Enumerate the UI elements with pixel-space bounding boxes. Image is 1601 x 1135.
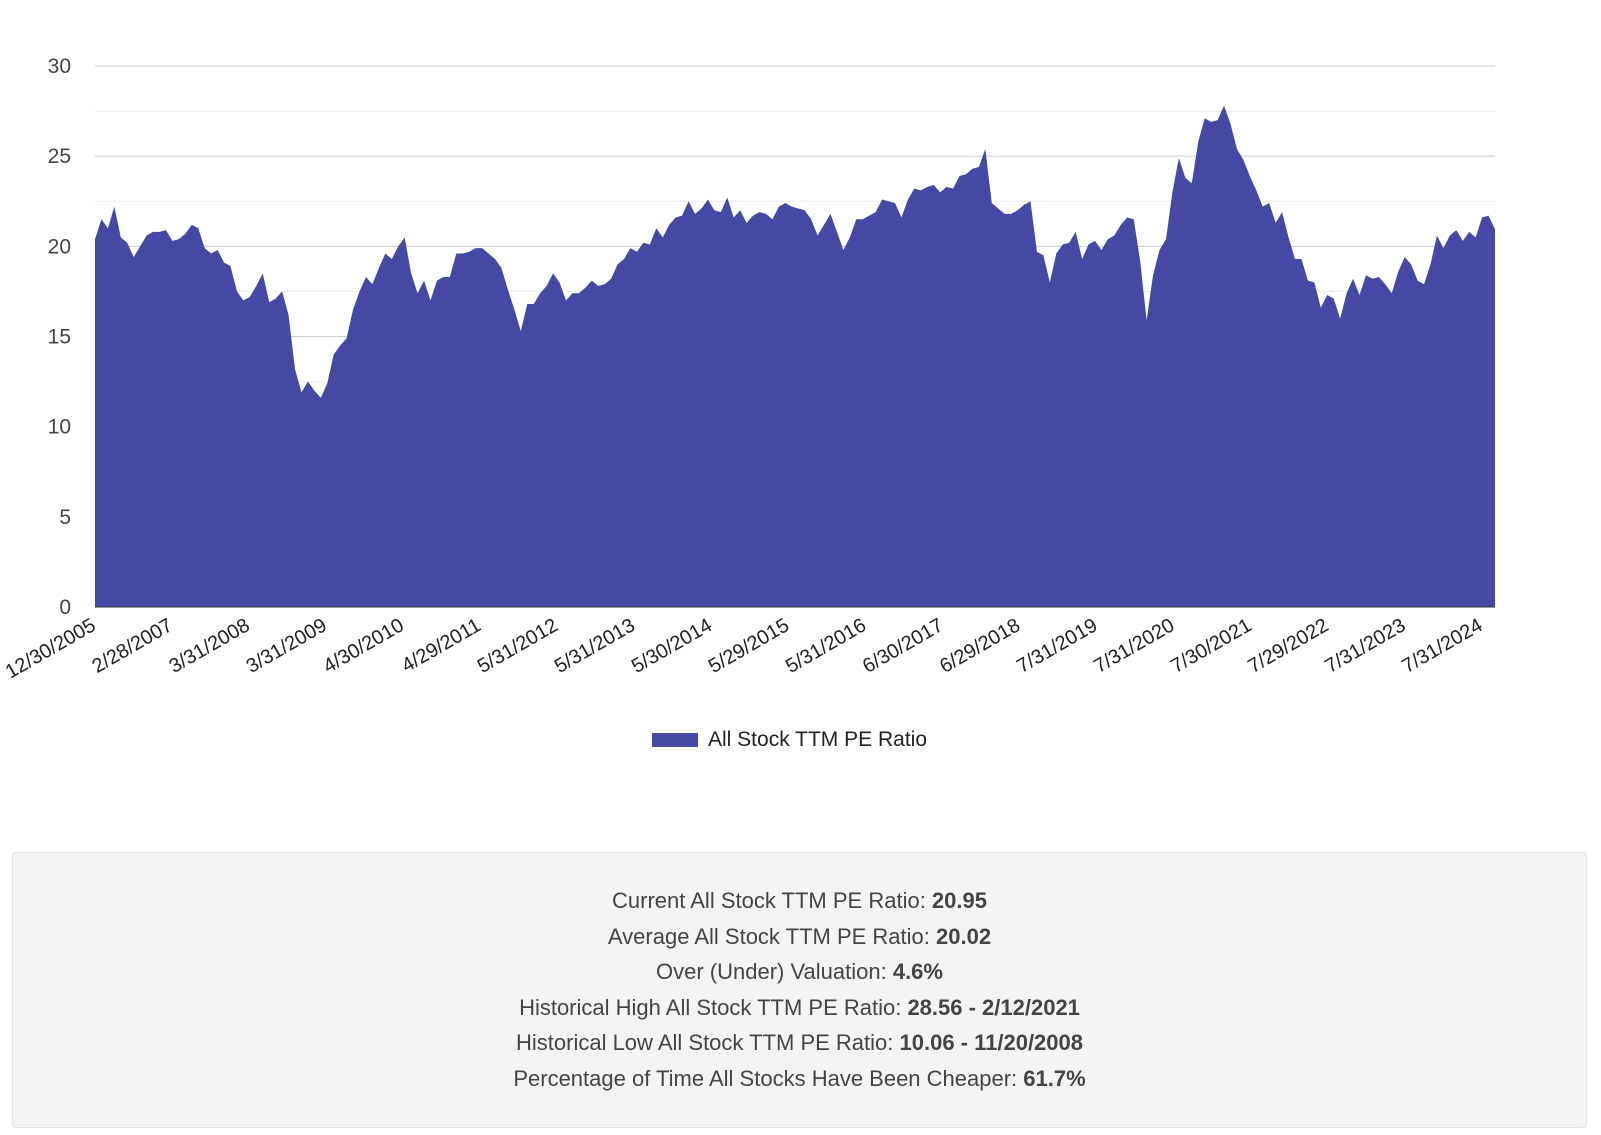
stat-current: Current All Stock TTM PE Ratio: 20.95 (612, 888, 987, 913)
y-tick-label: 0 (59, 596, 71, 619)
stat-historical-low: Historical Low All Stock TTM PE Ratio: 1… (516, 1030, 1083, 1055)
x-tick-label: 7/31/2023 (1321, 614, 1409, 678)
x-tick-label: 5/31/2013 (551, 614, 639, 678)
x-tick-label: 6/29/2018 (936, 614, 1024, 678)
pe-ratio-chart: 0 5 10 15 20 25 30 12/30/2005 2/28/2007 3/31/2008… (2, 55, 1495, 683)
x-tick-label: 7/29/2022 (1244, 614, 1332, 678)
y-tick-label: 10 (48, 416, 71, 439)
y-tick-label: 30 (48, 55, 71, 78)
x-tick-label: 4/30/2010 (320, 614, 408, 678)
x-tick-label: 12/30/2005 (2, 614, 100, 683)
stat-valuation: Over (Under) Valuation: 4.6% (656, 959, 943, 984)
y-tick-label: 25 (48, 145, 71, 168)
y-tick-label: 20 (48, 235, 71, 258)
x-tick-label: 5/30/2014 (628, 614, 716, 678)
x-tick-label: 3/31/2009 (243, 614, 331, 678)
y-tick-label: 15 (48, 326, 71, 349)
x-tick-label: 2/28/2007 (88, 614, 176, 678)
x-tick-label: 7/30/2021 (1167, 614, 1255, 678)
x-tick-label: 6/30/2017 (859, 614, 947, 678)
stat-average: Average All Stock TTM PE Ratio: 20.02 (607, 923, 992, 949)
x-tick-label: 5/31/2012 (474, 614, 562, 678)
area-series-pe-ratio (95, 105, 1495, 608)
x-tick-label: 7/31/2019 (1013, 614, 1101, 678)
x-tick-label: 5/29/2015 (705, 614, 793, 678)
x-tick-label: 7/31/2020 (1090, 614, 1178, 678)
y-tick-label: 5 (59, 506, 71, 529)
legend-label: All Stock TTM PE Ratio (708, 728, 928, 751)
stat-percent-cheaper: Percentage of Time All Stocks Have Been … (513, 1065, 1086, 1091)
chart-plot-area: 0 5 10 15 20 25 30 12/30/20052/28/20073/31/2008… (2, 55, 1495, 683)
stat-historical-high: Historical High All Stock TTM PE Ratio: … (519, 994, 1080, 1020)
x-tick-label: 3/31/2008 (166, 614, 254, 678)
chart-legend: All Stock TTM PE Ratio (0, 728, 1601, 758)
stats-panel: Current All Stock TTM PE Ratio: 20.95 Av… (12, 852, 1587, 1128)
x-tick-label: 4/29/2011 (398, 614, 485, 677)
x-tick-label: 5/31/2016 (782, 614, 870, 678)
x-tick-label: 7/31/2024 (1398, 614, 1486, 678)
legend-swatch (652, 733, 698, 747)
